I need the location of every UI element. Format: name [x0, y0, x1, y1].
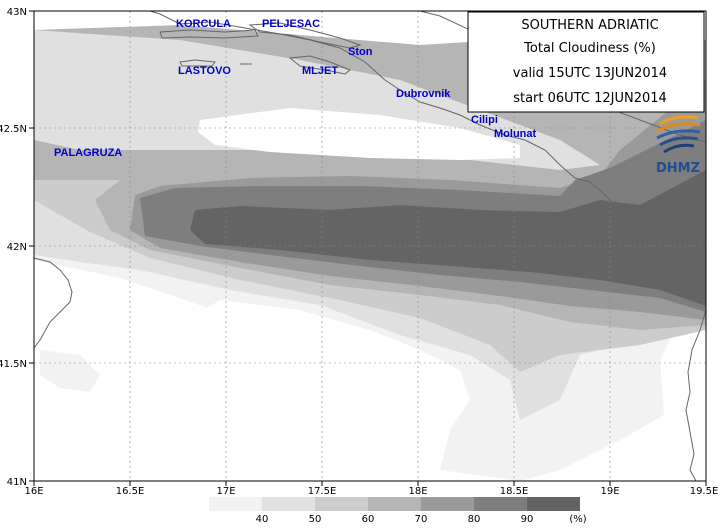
albania-coast [685, 309, 707, 482]
coastlines [33, 10, 707, 482]
title-box: SOUTHERN ADRIATIC Total Cloudiness (%) v… [467, 11, 705, 113]
x-tick-label: 18.5E [500, 486, 529, 497]
tick-marks [29, 10, 707, 486]
x-tick-label: 19.5E [690, 486, 719, 497]
legend-swatch [421, 497, 474, 511]
title-region: SOUTHERN ADRIATIC [521, 18, 658, 33]
legend-swatch [209, 497, 262, 511]
place-label-korcula: KORCULA [176, 18, 231, 30]
lastovo-island [179, 59, 216, 67]
mljet-island [288, 55, 351, 75]
clear-area [198, 108, 520, 160]
y-tick-label: 42N [7, 242, 27, 253]
place-label-dubrovnik: Dubrovnik [396, 88, 451, 100]
graticule [34, 11, 706, 481]
legend-level-label: 40 [256, 514, 269, 525]
cloud-level-40-southwest [40, 350, 100, 392]
cloud-level-100 [190, 170, 706, 306]
legend-level-label: 70 [415, 514, 428, 525]
place-label-mljet: MLJET [302, 65, 338, 77]
place-label-molunat: Molunat [494, 128, 536, 140]
x-tick-label: 16.5E [116, 486, 145, 497]
y-tick-label: 43N [7, 7, 27, 18]
y-tick-label: 41N [7, 477, 27, 488]
legend-swatch [262, 497, 315, 511]
legend-swatch [368, 497, 421, 511]
y-tick-label: 41.5N [0, 359, 27, 370]
legend-unit: (%) [569, 514, 586, 525]
clear-area-southwest [34, 260, 440, 481]
dhmz-logo-text: DHMZ [656, 161, 700, 176]
title-start: start 06UTC 12JUN2014 [513, 91, 667, 106]
place-label-lastovo: LASTOVO [178, 65, 231, 77]
legend-level-label: 90 [521, 514, 534, 525]
x-tick-label: 17E [216, 486, 235, 497]
legend-swatch [527, 497, 580, 511]
place-label-cilipi: Cilipi [471, 114, 498, 126]
korcula-island [159, 29, 259, 39]
place-label-ston: Ston [348, 46, 373, 58]
x-tick-label: 19E [600, 486, 619, 497]
legend-swatch [474, 497, 527, 511]
italy-coast [33, 257, 73, 349]
color-legend: 40 50 60 70 80 90 (%) [209, 497, 587, 525]
legend-swatch [315, 497, 368, 511]
y-tick-label: 42.5N [0, 124, 27, 135]
peljesac-peninsula [248, 22, 362, 49]
x-tick-label: 18E [408, 486, 427, 497]
title-field: Total Cloudiness (%) [523, 41, 656, 56]
x-tick-label: 16E [24, 486, 43, 497]
legend-level-label: 80 [468, 514, 481, 525]
x-tick-label: 17.5E [308, 486, 337, 497]
dhmz-logo: DHMZ [656, 115, 701, 176]
place-label-palagruza: PALAGRUZA [54, 147, 122, 159]
legend-level-label: 50 [309, 514, 322, 525]
title-valid: valid 15UTC 13JUN2014 [513, 66, 667, 81]
dhmz-logo-icon [656, 115, 701, 154]
legend-level-label: 60 [362, 514, 375, 525]
place-label-peljesac: PELJESAC [262, 18, 320, 30]
